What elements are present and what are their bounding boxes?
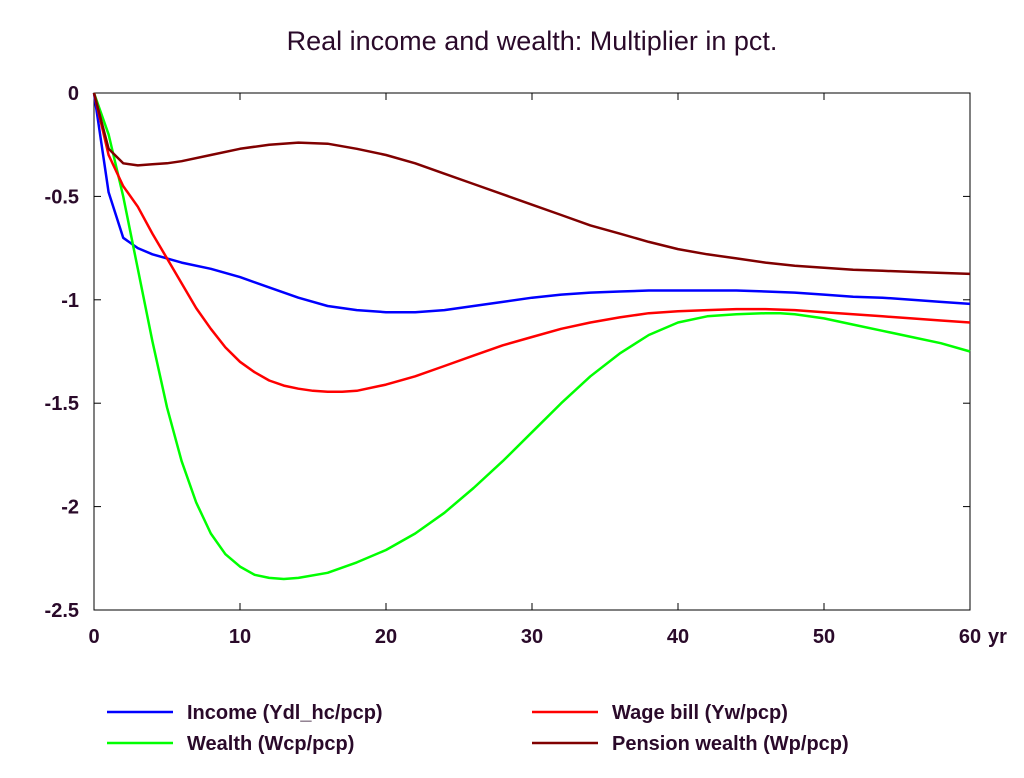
plot-area-frame: [93, 92, 971, 611]
series-lines: [92, 92, 971, 581]
x-tick-label: 0: [88, 626, 99, 648]
series-line: [92, 92, 971, 276]
y-tick-label: 0: [68, 83, 79, 105]
x-tick-label: 50: [813, 626, 835, 648]
series-line: [92, 92, 971, 394]
legend-label: Income (Ydl_hc/pcp): [187, 702, 383, 724]
x-tick-label: 60: [959, 626, 981, 648]
series-line: [92, 92, 971, 581]
legend-label: Wealth (Wcp/pcp): [187, 733, 354, 755]
chart-title: Real income and wealth: Multiplier in pc…: [287, 26, 778, 56]
y-tick-label: -2: [61, 497, 79, 519]
y-tick-label: -1.5: [45, 393, 79, 415]
legend: Income (Ydl_hc/pcp) Wealth (Wcp/pcp) Wage …: [107, 702, 849, 755]
x-tick-label: 40: [667, 626, 689, 648]
legend-label: Wage bill (Yw/pcp): [612, 702, 788, 724]
y-tick-label: -2.5: [45, 600, 79, 622]
axis-ticks: 0 -0.5 -1 -1.5 -2 -2.5 0 10 20 30 40 50 60 yr: [45, 83, 1008, 648]
x-axis-unit-label: yr: [988, 626, 1007, 648]
x-tick-label: 30: [521, 626, 543, 648]
x-tick-label: 20: [375, 626, 397, 648]
legend-label: Pension wealth (Wp/pcp): [612, 733, 849, 755]
y-tick-label: -0.5: [45, 186, 79, 208]
series-line: [92, 92, 971, 314]
y-tick-label: -1: [61, 290, 79, 312]
x-tick-label: 10: [229, 626, 251, 648]
